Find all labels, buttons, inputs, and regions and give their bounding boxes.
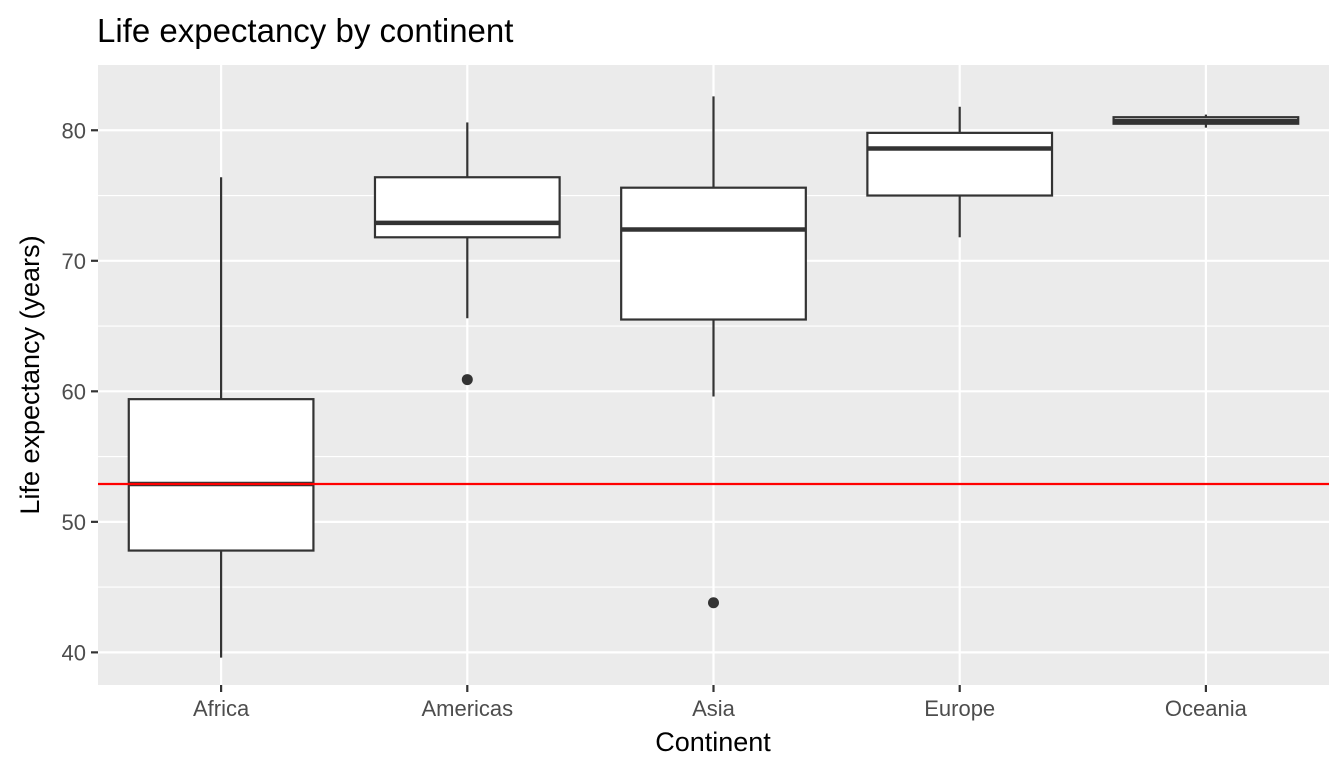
y-tick-label: 50 (62, 510, 86, 535)
box-iqr (373, 176, 561, 239)
box-asia (620, 96, 807, 609)
box-iqr (620, 186, 807, 321)
outlier-point (708, 597, 719, 609)
chart-title: Life expectancy by continent (97, 12, 513, 49)
y-tick-label: 70 (62, 249, 86, 274)
box-oceania (1112, 114, 1300, 128)
box-americas (373, 122, 561, 386)
boxes (127, 96, 1300, 658)
box-iqr (127, 398, 315, 552)
x-axis: Africa Americas Asia Europe Oceania (193, 685, 1248, 721)
outlier-point (461, 374, 473, 386)
y-axis: 40 50 60 70 80 (62, 118, 98, 665)
x-tick-label: Africa (193, 696, 250, 721)
box-iqr (866, 131, 1054, 197)
box-europe (866, 106, 1054, 238)
y-tick-label: 80 (62, 118, 86, 143)
x-tick-label: Europe (924, 696, 995, 721)
y-tick-label: 40 (62, 640, 86, 665)
y-axis-title: Life expectancy (years) (15, 235, 45, 514)
box-africa (127, 177, 315, 658)
x-tick-label: Asia (692, 696, 736, 721)
x-axis-title: Continent (655, 727, 771, 757)
y-tick-label: 60 (62, 379, 86, 404)
x-tick-label: Oceania (1165, 696, 1248, 721)
x-tick-label: Americas (421, 696, 513, 721)
